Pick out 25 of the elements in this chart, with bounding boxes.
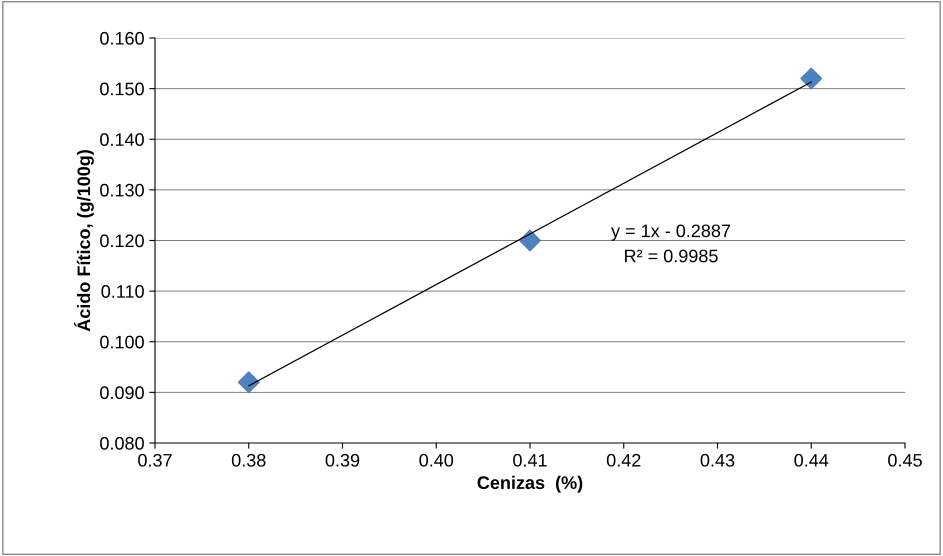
y-tick-label: 0.140 bbox=[100, 133, 144, 146]
y-tick-label: 0.080 bbox=[100, 436, 144, 450]
x-tick-label: 0.43 bbox=[700, 454, 734, 467]
x-tick-label: 0.38 bbox=[232, 454, 266, 467]
x-axis-title: Cenizas (%) bbox=[478, 476, 582, 493]
y-tick-label: 0.150 bbox=[100, 82, 144, 96]
point bbox=[800, 68, 822, 90]
y-tick-label: 0.160 bbox=[100, 32, 144, 45]
y-tick-label: 0.130 bbox=[100, 184, 144, 197]
x-tick-label: 0.44 bbox=[794, 454, 828, 467]
y-tick-label: 0.120 bbox=[100, 234, 144, 248]
y-tick-label: 0.090 bbox=[100, 386, 144, 400]
x-tick-label: 0.41 bbox=[513, 454, 547, 467]
point bbox=[519, 230, 541, 252]
annotation: R² = 0.9985 bbox=[625, 250, 718, 262]
x-tick-label: 0.40 bbox=[419, 454, 454, 467]
annotation: y = 1x - 0.2887 bbox=[611, 224, 730, 241]
x-tick-label: 0.42 bbox=[606, 454, 640, 467]
x-tick-label: 0.37 bbox=[138, 454, 172, 467]
y-tick-label: 0.100 bbox=[100, 336, 144, 348]
y-axis-title: Ácido Fítico, (g/100g) bbox=[74, 150, 94, 332]
x-tick-label: 0.39 bbox=[326, 454, 360, 467]
point bbox=[238, 371, 260, 394]
x-tick-label: 0.45 bbox=[888, 454, 922, 467]
y-tick-label: 0.110 bbox=[101, 285, 144, 298]
